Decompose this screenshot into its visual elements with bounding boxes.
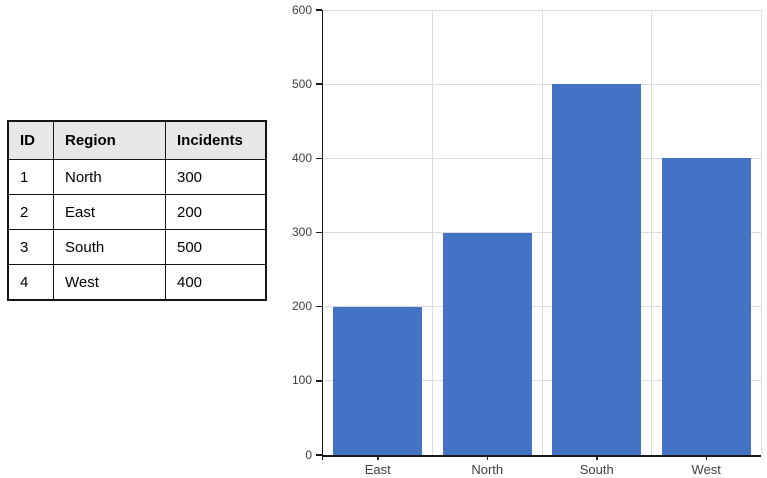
y-tick-mark bbox=[316, 231, 322, 234]
bar-east bbox=[333, 306, 423, 455]
y-tick-mark bbox=[316, 9, 322, 11]
y-axis-tick-label: 600 bbox=[291, 2, 312, 17]
table-row: 4 West 400 bbox=[7, 264, 267, 301]
y-axis-tick-label: 0 bbox=[305, 447, 312, 462]
header-id: ID bbox=[7, 120, 54, 160]
bar-west bbox=[661, 158, 751, 455]
x-gridline bbox=[760, 10, 762, 455]
x-axis-category-label: South bbox=[579, 462, 614, 477]
cell-id: 4 bbox=[7, 264, 54, 301]
cell-region: East bbox=[53, 194, 166, 230]
x-tick-mark bbox=[596, 455, 598, 460]
incidents-table: ID Region Incidents 1 North 300 2 East 2… bbox=[7, 120, 267, 301]
cell-id: 2 bbox=[7, 194, 54, 230]
table-row: 3 South 500 bbox=[7, 229, 267, 265]
y-axis-tick-label: 400 bbox=[291, 150, 312, 165]
x-axis-line bbox=[321, 455, 761, 457]
bar-south bbox=[552, 84, 642, 455]
cell-id: 3 bbox=[7, 229, 54, 265]
header-incidents: Incidents bbox=[165, 120, 267, 160]
y-axis-tick-label: 100 bbox=[291, 373, 312, 388]
cell-incidents: 500 bbox=[165, 229, 267, 265]
y-axis-line bbox=[321, 10, 323, 460]
y-axis-tick-label: 500 bbox=[291, 76, 312, 91]
header-region: Region bbox=[53, 120, 166, 160]
cell-region: South bbox=[53, 229, 166, 265]
y-axis-tick-label: 200 bbox=[291, 299, 312, 314]
cell-incidents: 200 bbox=[165, 194, 267, 230]
table-row: 1 North 300 bbox=[7, 159, 267, 195]
y-tick-mark bbox=[316, 157, 322, 160]
bar-chart: 0 100 200 300 400 500 600 East North South West bbox=[283, 0, 767, 478]
y-tick-mark bbox=[316, 454, 322, 456]
cell-incidents: 400 bbox=[165, 264, 267, 301]
y-tick-mark bbox=[316, 380, 322, 382]
cell-region: West bbox=[53, 264, 166, 301]
y-tick-mark bbox=[316, 305, 322, 308]
cell-incidents: 300 bbox=[165, 159, 267, 195]
x-tick-mark bbox=[486, 455, 488, 460]
x-axis-category-label: North bbox=[471, 462, 504, 477]
table-row: 2 East 200 bbox=[7, 194, 267, 230]
bar-north bbox=[442, 232, 532, 455]
x-gridline bbox=[541, 10, 543, 455]
x-axis-category-label: West bbox=[691, 462, 721, 477]
cell-region: North bbox=[53, 159, 166, 195]
y-axis-tick-label: 300 bbox=[291, 225, 312, 239]
x-tick-mark bbox=[705, 455, 707, 460]
y-tick-mark bbox=[316, 83, 322, 85]
x-tick-mark bbox=[377, 455, 379, 460]
x-gridline bbox=[432, 10, 433, 455]
x-gridline bbox=[651, 10, 652, 455]
table-header-row: ID Region Incidents bbox=[7, 120, 267, 160]
x-axis-category-label: East bbox=[364, 462, 391, 477]
cell-id: 1 bbox=[7, 159, 54, 195]
